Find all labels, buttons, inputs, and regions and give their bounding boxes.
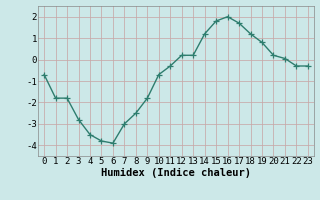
X-axis label: Humidex (Indice chaleur): Humidex (Indice chaleur): [101, 168, 251, 178]
